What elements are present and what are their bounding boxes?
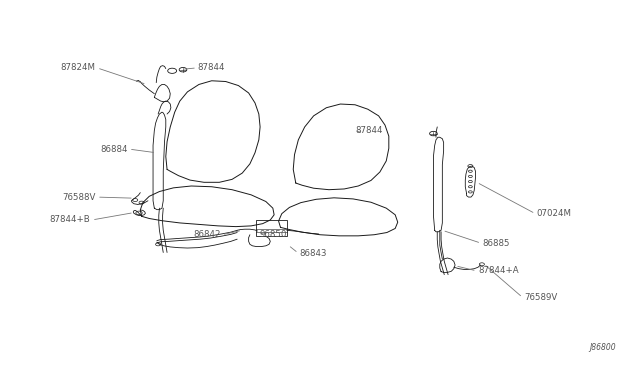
Text: 86842: 86842: [194, 230, 221, 239]
Text: 07024M: 07024M: [537, 209, 572, 218]
Text: 86843: 86843: [300, 249, 327, 258]
Text: 87844: 87844: [198, 63, 225, 72]
Text: J86800: J86800: [589, 343, 616, 352]
Text: 87844+B: 87844+B: [50, 215, 91, 224]
Text: 76589V: 76589V: [524, 293, 557, 302]
Text: 87844+A: 87844+A: [478, 266, 518, 275]
Text: 96850: 96850: [259, 230, 287, 239]
Text: 86885: 86885: [483, 239, 510, 248]
Text: 86884: 86884: [100, 145, 127, 154]
Text: 87844: 87844: [355, 126, 383, 135]
Text: 87824M: 87824M: [61, 63, 96, 72]
Text: 76588V: 76588V: [62, 193, 96, 202]
Bar: [256, 220, 287, 236]
